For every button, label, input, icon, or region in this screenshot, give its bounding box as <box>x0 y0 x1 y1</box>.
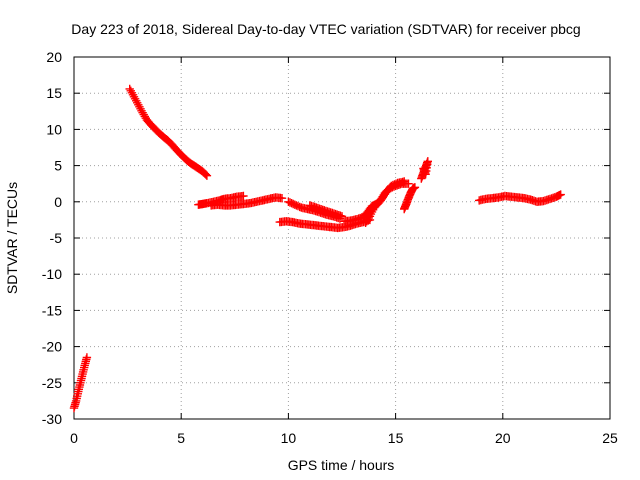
data-point <box>292 201 301 210</box>
y-axis-label: SDTVAR / TECUs <box>4 182 20 294</box>
data-point <box>201 170 211 179</box>
data-points <box>69 84 565 413</box>
plot-border <box>73 56 611 420</box>
x-tick-label: 5 <box>177 430 185 446</box>
data-point <box>556 190 565 199</box>
y-tick-label: -30 <box>42 411 62 427</box>
grid-lines <box>74 57 610 419</box>
data-point <box>410 183 420 192</box>
y-tick-label: -5 <box>50 230 63 246</box>
y-tick-label: 10 <box>46 121 62 137</box>
x-tick-label: 10 <box>281 430 297 446</box>
y-tick-label: -10 <box>42 266 62 282</box>
data-point <box>419 164 428 173</box>
x-tick-label: 15 <box>388 430 404 446</box>
y-tick-label: -15 <box>42 302 62 318</box>
y-tick-label: -25 <box>42 375 62 391</box>
chart-title: Day 223 of 2018, Sidereal Day-to-day VTE… <box>71 21 580 37</box>
x-axis-label: GPS time / hours <box>288 457 395 473</box>
data-point <box>387 181 396 191</box>
data-point <box>239 191 248 201</box>
axis-ticks: 0 5 10 15 20 25 -30 -25 -20 -15 -10 -5 0 5 10 15 20 <box>42 49 618 446</box>
x-tick-label: 0 <box>70 430 78 446</box>
y-tick-label: 5 <box>54 158 62 174</box>
y-tick-label: 20 <box>46 49 62 65</box>
data-point <box>287 199 296 208</box>
y-tick-label: 15 <box>46 85 62 101</box>
y-tick-label: 0 <box>54 194 62 210</box>
x-tick-label: 25 <box>602 430 618 446</box>
data-point <box>202 171 212 180</box>
data-point <box>277 194 287 203</box>
data-point <box>400 177 409 186</box>
x-tick-label: 20 <box>495 430 511 446</box>
data-point <box>388 180 398 190</box>
data-point <box>82 353 92 362</box>
y-tick-label: -20 <box>42 339 62 355</box>
data-point <box>295 202 304 212</box>
data-point <box>337 212 347 221</box>
data-point <box>404 179 413 188</box>
